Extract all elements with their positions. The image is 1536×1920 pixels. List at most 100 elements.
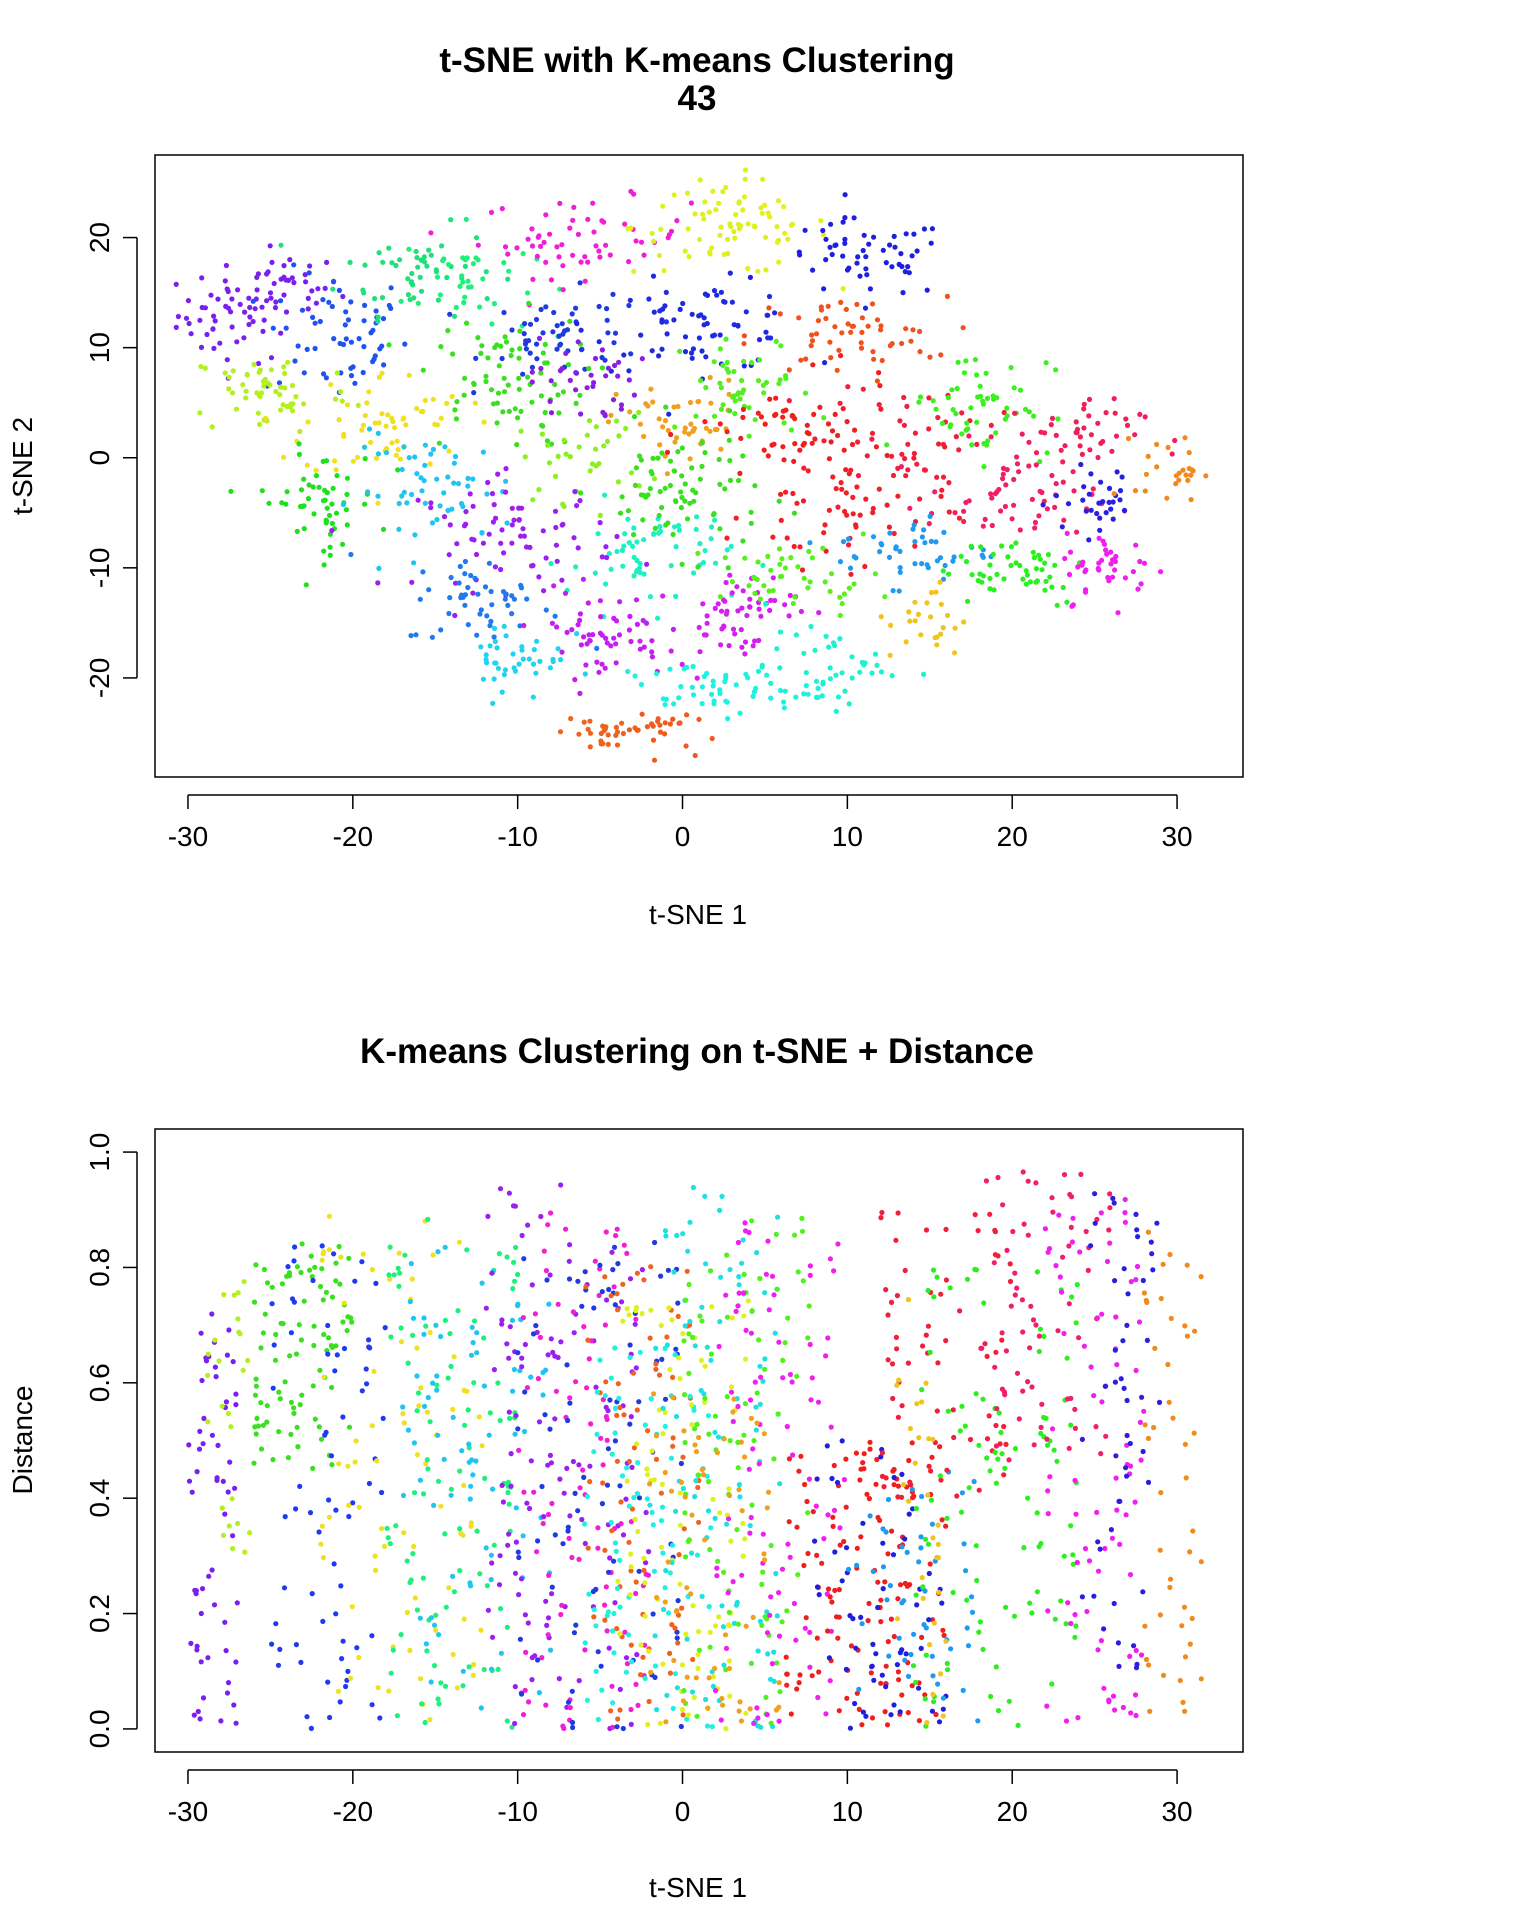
data-point [501, 309, 507, 316]
data-point [940, 1706, 946, 1712]
data-point [526, 1505, 533, 1512]
data-point [513, 1413, 519, 1419]
data-point [659, 450, 665, 456]
data-point [1001, 409, 1007, 416]
data-point [285, 277, 291, 283]
data-point [741, 358, 747, 364]
data-point [944, 612, 951, 619]
data-point [449, 393, 455, 399]
data-point [428, 230, 434, 236]
data-point [344, 491, 350, 497]
data-point [1095, 1568, 1102, 1574]
data-point [577, 392, 583, 398]
data-point [524, 596, 530, 602]
data-point [774, 1286, 780, 1292]
data-point [520, 656, 526, 662]
data-point [712, 1413, 719, 1419]
data-point [914, 461, 920, 467]
data-point [521, 331, 527, 337]
data-point [404, 500, 410, 506]
data-point [578, 327, 584, 333]
data-point [1119, 474, 1125, 480]
data-point [725, 1590, 731, 1596]
data-point [1138, 1652, 1145, 1658]
data-point [608, 1375, 614, 1381]
data-point [814, 1635, 820, 1641]
data-point [806, 1303, 812, 1309]
data-point [746, 405, 752, 411]
data-point [728, 1389, 735, 1395]
data-point [988, 434, 994, 440]
data-point [674, 1629, 680, 1635]
data-point [841, 1477, 848, 1483]
data-point [780, 414, 786, 420]
data-point [468, 1583, 474, 1589]
data-point [186, 1442, 192, 1448]
data-point [566, 1535, 572, 1541]
data-point [388, 1670, 394, 1676]
data-point [779, 556, 785, 562]
data-point [686, 431, 692, 437]
data-point [713, 1623, 719, 1629]
data-point [929, 226, 936, 232]
data-point [321, 1249, 327, 1255]
data-point [656, 512, 662, 519]
data-point [1072, 1477, 1078, 1484]
data-point [780, 1357, 786, 1363]
data-point [797, 447, 803, 453]
data-point [572, 677, 578, 683]
data-point [1081, 484, 1087, 490]
data-point [691, 1407, 697, 1413]
data-point [211, 313, 217, 319]
data-point [1068, 1395, 1074, 1401]
data-point [894, 1293, 901, 1299]
data-point [671, 317, 677, 323]
data-point [796, 1468, 802, 1474]
data-point [854, 484, 860, 490]
data-point [864, 272, 870, 278]
data-point [1123, 1465, 1129, 1471]
data-point [1044, 1703, 1050, 1709]
data-point [1038, 1424, 1044, 1430]
data-point [407, 297, 413, 303]
data-point [620, 1532, 627, 1538]
data-point [318, 1436, 325, 1442]
data-point [209, 1432, 215, 1438]
data-point [540, 528, 546, 534]
data-point [662, 1228, 669, 1234]
data-point [1045, 1608, 1051, 1614]
data-point [726, 643, 732, 649]
data-point [650, 1611, 656, 1617]
data-point [747, 1397, 754, 1403]
data-point [675, 403, 681, 410]
data-point [521, 533, 528, 539]
data-point [483, 378, 489, 385]
data-point [649, 230, 655, 236]
data-point [823, 315, 829, 322]
data-point [780, 444, 786, 450]
data-point [963, 358, 969, 364]
data-point [415, 264, 421, 270]
data-point [668, 1488, 675, 1494]
data-point [742, 1401, 749, 1407]
data-point [380, 259, 386, 265]
data-point [803, 1615, 809, 1621]
data-point [570, 252, 576, 258]
data-point [548, 1210, 554, 1216]
data-point [934, 1274, 940, 1280]
data-point [833, 672, 839, 678]
data-point [1179, 1623, 1185, 1629]
data-point [724, 1252, 730, 1258]
data-point [840, 539, 847, 545]
data-point [442, 1244, 448, 1250]
data-point [225, 1680, 232, 1686]
data-point [321, 371, 327, 377]
data-point [333, 467, 339, 473]
data-point [685, 1712, 692, 1718]
data-point [736, 1274, 742, 1280]
data-point [934, 474, 940, 480]
data-point [778, 491, 784, 497]
data-point [269, 1641, 275, 1647]
data-point [461, 1482, 467, 1488]
data-point [757, 1275, 763, 1282]
